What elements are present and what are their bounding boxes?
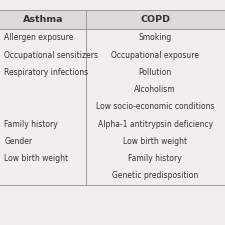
Text: Alpha-1 antitrypsin deficiency: Alpha-1 antitrypsin deficiency [98, 120, 213, 129]
Text: Family history: Family history [128, 154, 182, 163]
Text: Occupational exposure: Occupational exposure [111, 51, 199, 60]
Text: Genetic predisposition: Genetic predisposition [112, 171, 198, 180]
Text: Low socio-economic conditions: Low socio-economic conditions [96, 102, 214, 111]
Text: Family history: Family history [4, 120, 58, 129]
Text: Smoking: Smoking [139, 33, 172, 42]
Text: Low birth weight: Low birth weight [123, 137, 187, 146]
Text: Asthma: Asthma [22, 15, 63, 24]
Text: Alcoholism: Alcoholism [135, 85, 176, 94]
Text: Low birth weight: Low birth weight [4, 154, 69, 163]
Bar [0, 10, 225, 29]
Text: Gender: Gender [4, 137, 33, 146]
Text: Respiratory infections: Respiratory infections [4, 68, 89, 77]
Text: Allergen exposure: Allergen exposure [4, 33, 74, 42]
Text: COPD: COPD [140, 15, 170, 24]
Text: Occupational sensitizers: Occupational sensitizers [4, 51, 99, 60]
Text: Pollution: Pollution [139, 68, 172, 77]
